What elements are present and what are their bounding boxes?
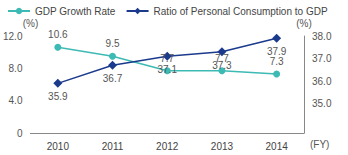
svg-text:10.6: 10.6	[48, 29, 68, 40]
svg-text:37.3: 37.3	[212, 60, 232, 71]
svg-text:2013: 2013	[211, 141, 234, 152]
svg-text:12.0: 12.0	[3, 31, 23, 42]
svg-text:38.0: 38.0	[312, 31, 332, 42]
svg-text:36.7: 36.7	[103, 73, 123, 84]
svg-text:Ratio of Personal Consumption: Ratio of Personal Consumption to GDP	[154, 6, 328, 17]
svg-text:37.9: 37.9	[267, 46, 287, 57]
svg-text:7.3: 7.3	[270, 56, 284, 67]
svg-text:37.0: 37.0	[312, 53, 332, 64]
svg-text:36.0: 36.0	[312, 76, 332, 87]
svg-text:4.0: 4.0	[9, 95, 23, 106]
svg-text:35.0: 35.0	[312, 98, 332, 109]
svg-text:GDP Growth Rate: GDP Growth Rate	[35, 6, 116, 17]
svg-text:2010: 2010	[47, 141, 70, 152]
svg-text:(FY): (FY)	[310, 139, 329, 150]
svg-text:7.7: 7.7	[160, 53, 174, 64]
svg-text:8.0: 8.0	[9, 63, 23, 74]
svg-text:2014: 2014	[266, 141, 289, 152]
svg-text:9.5: 9.5	[106, 38, 120, 49]
svg-text:(%): (%)	[23, 18, 39, 29]
svg-text:0: 0	[17, 128, 23, 139]
svg-text:(%): (%)	[296, 18, 312, 29]
svg-text:35.9: 35.9	[48, 91, 68, 102]
svg-text:2011: 2011	[102, 141, 124, 152]
svg-text:7.7: 7.7	[215, 52, 229, 64]
svg-text:2012: 2012	[156, 141, 179, 152]
svg-text:37.1: 37.1	[157, 64, 177, 75]
